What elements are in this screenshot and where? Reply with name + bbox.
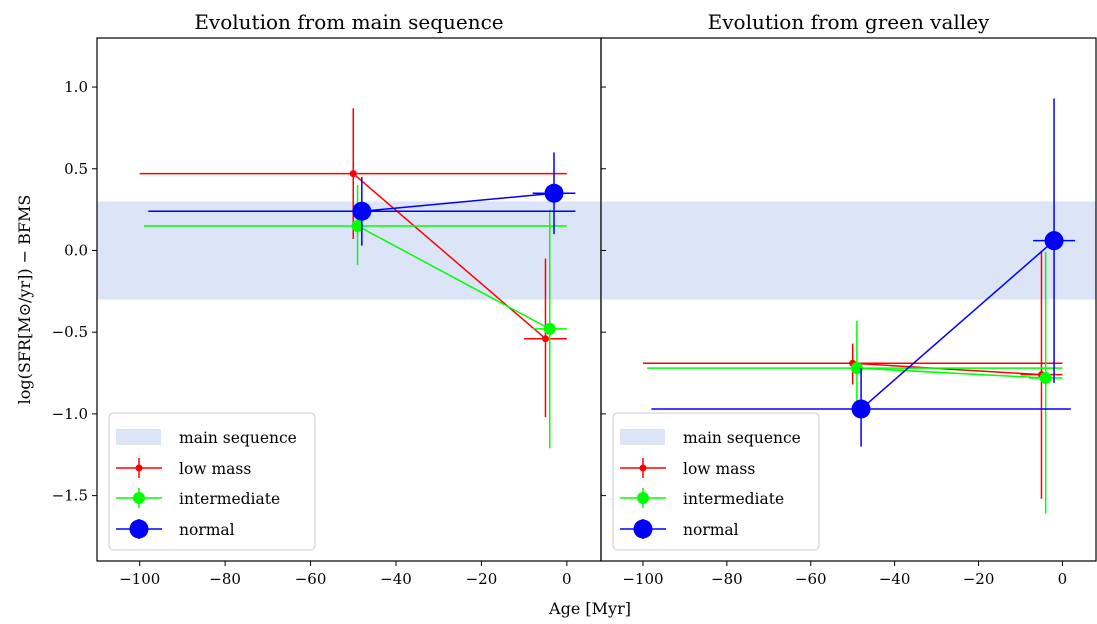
p1-legend-normal-label: normal <box>683 521 739 539</box>
p0-intermediate-line <box>357 225 551 330</box>
p0-y-tick-label-1: 0.5 <box>64 160 88 178</box>
p0-x-tick-label-5: 0 <box>562 570 572 588</box>
p1-x-tick-label-4: −20 <box>963 570 995 588</box>
p1-legend-normal-marker <box>633 519 653 539</box>
p1-low-mass-line <box>852 362 1042 376</box>
panel-title-main-sequence: Evolution from main sequence <box>194 10 503 34</box>
panel-main-sequence: −100 −80 −60 −40 −20 0 1.0 0.5 0.0 −0.5 −1.0 −1.5 m… <box>52 10 602 588</box>
p0-legend-normal-label: normal <box>179 521 235 539</box>
p0-y-tick-label-4: −1.0 <box>52 405 88 423</box>
p0-legend-low-mass-marker <box>135 464 143 472</box>
p1-legend-low-mass-label: low mass <box>683 460 755 478</box>
p1-x-tick-label-2: −60 <box>795 570 827 588</box>
p1-normal-point-0 <box>851 399 871 419</box>
p0-low-mass-line <box>352 173 546 340</box>
p1-legend-intermediate-marker <box>637 492 649 504</box>
p0-intermediate-point-1 <box>543 322 556 335</box>
p0-legend-low-mass-label: low mass <box>179 460 251 478</box>
p1-legend-main-sequence-label: main sequence <box>683 429 801 447</box>
legend-green-valley: main sequence low mass intermediate normal <box>612 412 820 551</box>
legend-main-sequence: main sequence low mass intermediate normal <box>108 412 316 551</box>
p0-y-tick-label-2: 0.0 <box>64 241 88 259</box>
p0-legend-intermediate-label: intermediate <box>179 490 280 508</box>
p1-normal-point-1 <box>1044 231 1064 251</box>
p0-x-tick-label-2: −60 <box>295 570 327 588</box>
p1-x-tick-label-0: −100 <box>622 570 663 588</box>
p0-main-sequence-band <box>97 201 601 300</box>
p0-x-tick-label-0: −100 <box>119 570 160 588</box>
p0-legend-box <box>108 412 316 551</box>
p1-intermediate-line <box>856 367 1046 379</box>
p0-low-mass-point-0 <box>349 170 357 178</box>
p1-legend-intermediate-label: intermediate <box>683 490 784 508</box>
p0-normal-point-0 <box>352 201 372 221</box>
p0-low-mass-point-1 <box>541 335 549 343</box>
p0-legend-main-sequence-label: main sequence <box>179 429 297 447</box>
p0-x-tick-label-3: −40 <box>380 570 412 588</box>
p1-x-tick-label-1: −80 <box>711 570 743 588</box>
p1-axes-frame <box>600 37 1097 562</box>
x-axis-label: Age [Myr] <box>548 599 631 618</box>
p1-intermediate-point-1 <box>1039 371 1052 384</box>
p1-normal-line <box>860 240 1055 410</box>
y-axis-label: log(SFR[M⊙/yr]) − BFMS <box>15 195 34 405</box>
p1-x-tick-label-3: −40 <box>879 570 911 588</box>
p1-x-tick-label-5: 0 <box>1058 570 1068 588</box>
p0-x-tick-label-1: −80 <box>209 570 241 588</box>
p1-legend-box <box>612 412 820 551</box>
panel-title-green-valley: Evolution from green valley <box>708 10 990 34</box>
p1-legend-main-sequence-swatch <box>620 429 665 445</box>
panel-green-valley: −100 −80 −60 −40 −20 0 main sequence low mass i… <box>600 10 1097 588</box>
p0-y-tick-label-0: 1.0 <box>64 78 88 96</box>
p0-intermediate-point-0 <box>351 219 364 232</box>
p1-legend-low-mass-marker <box>639 464 647 472</box>
p0-legend-intermediate-marker <box>133 492 145 504</box>
p0-normal-point-1 <box>544 183 564 203</box>
p0-y-tick-label-3: −0.5 <box>52 323 88 341</box>
svg-text:log(SFR[M⊙/yr]) − BFMS: log(SFR[M⊙/yr]) − BFMS <box>15 195 34 405</box>
p0-normal-line <box>361 192 555 212</box>
p1-main-sequence-band <box>601 201 1096 300</box>
p0-x-tick-label-4: −20 <box>466 570 498 588</box>
p0-legend-normal-marker <box>129 519 149 539</box>
p1-intermediate-point-0 <box>850 362 863 375</box>
p0-legend-main-sequence-swatch <box>116 429 161 445</box>
p0-y-tick-label-5: −1.5 <box>52 487 88 505</box>
